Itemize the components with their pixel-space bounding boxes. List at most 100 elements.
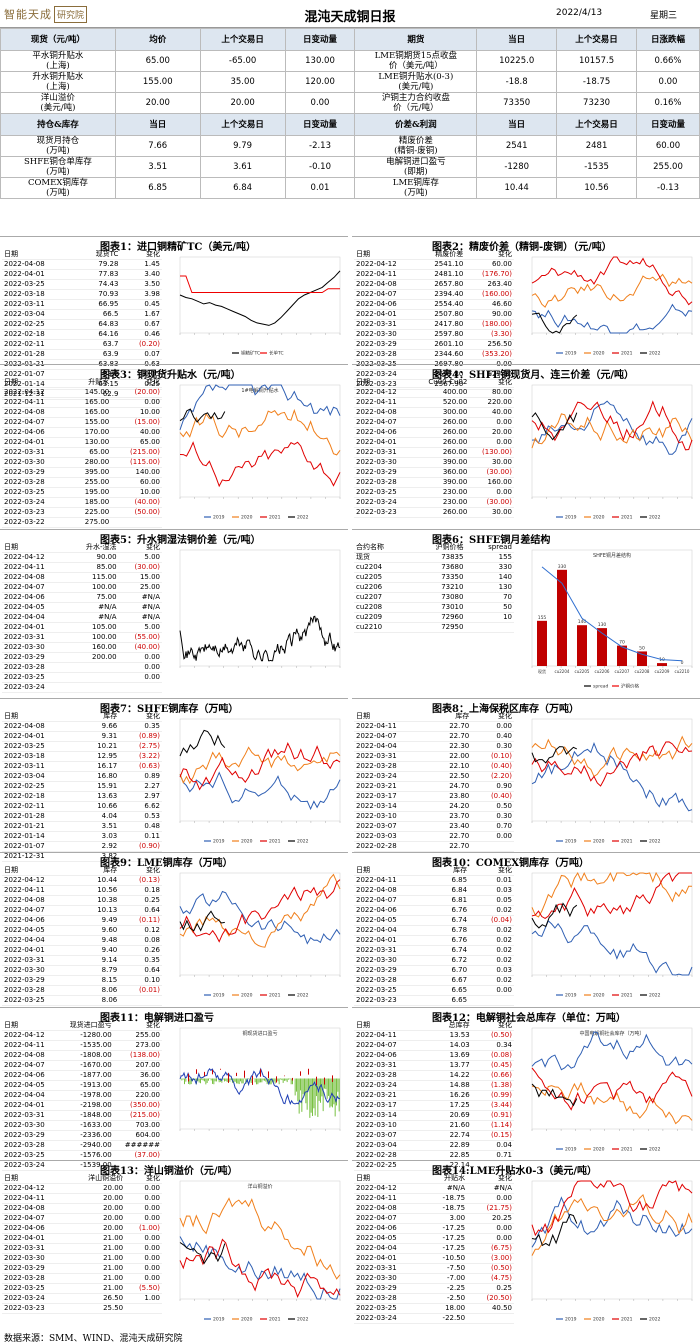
bar-mark bbox=[300, 1071, 301, 1076]
table-cell: 2022-03-24 bbox=[2, 682, 68, 693]
bar-mark bbox=[270, 1078, 272, 1085]
table-row: 2022-03-24 -22.50 bbox=[354, 1313, 514, 1324]
summary-header-cell: 当日 bbox=[114, 113, 201, 136]
table-row: 2022-01-28 63.9 0.07 bbox=[2, 349, 162, 360]
summary-cell: 10225.0 bbox=[476, 50, 558, 72]
table-cell: 2022-03-07 bbox=[354, 1130, 430, 1141]
table-cell: 260.00 bbox=[412, 417, 470, 428]
table-cell: 2022-03-11 bbox=[2, 761, 79, 772]
table-row: 2022-04-05 -17.25 0.00 bbox=[354, 1233, 514, 1244]
table-cell: 0.34 bbox=[471, 1040, 514, 1051]
table-row: 2022-03-23 25.50 bbox=[2, 1303, 162, 1314]
summary-row: 现货月持仓 (万吨) 7.66 9.79 -2.13 精废价差 (精铜-废铜) 2541 248… bbox=[0, 135, 700, 157]
series-line-2019 bbox=[531, 741, 693, 812]
bar-mark bbox=[333, 1078, 335, 1105]
chart-legend: 2019 2020 2021 2022 bbox=[204, 993, 309, 999]
summary-cell: -0.10 bbox=[284, 156, 356, 178]
summary-header-row: 现货（元/吨） 均价 上个交易日 日变动量 期货 当日 上个交易日 日涨跌幅 bbox=[0, 28, 700, 51]
bar-mark bbox=[325, 1078, 327, 1090]
table-cell: -1978.00 bbox=[57, 1090, 114, 1101]
table-row: cu2207 73080 70 bbox=[354, 592, 514, 603]
table-cell: 2022-04-04 bbox=[2, 935, 79, 946]
table-cell: 0.46 bbox=[120, 329, 162, 340]
table-cell: 13.63 bbox=[78, 791, 120, 802]
bar-mark bbox=[336, 1078, 337, 1106]
table-cell: 6.84 bbox=[434, 885, 470, 896]
legend-label: 2020 bbox=[593, 515, 605, 521]
table-cell: 2022-04-11 bbox=[2, 562, 68, 573]
table-cell: 2022-03-24 bbox=[2, 497, 69, 508]
table-cell: 66.95 bbox=[76, 299, 121, 310]
table-cell: -1877.00 bbox=[57, 1070, 114, 1081]
table-row: 2022-04-11 2481.10 (176.70) bbox=[354, 269, 514, 280]
table-row: 2022-03-25 -1576.00 (37.00) bbox=[2, 1150, 162, 1161]
chart-section-c8: 图表8：上海保税区库存（万吨） 日期 库存 变化 2022-04-11 22.70 0.00… bbox=[352, 698, 700, 852]
summary-cell: LME铜期货15点收盘 价（美元/吨） bbox=[354, 50, 478, 72]
legend-label: spread bbox=[593, 684, 608, 690]
table-cell: 2554.40 bbox=[418, 299, 466, 310]
table-cell: 130.00 bbox=[68, 437, 112, 448]
table-row: 2022-03-29 395.00 140.00 bbox=[2, 467, 162, 478]
table-cell: 洋山铜溢价 bbox=[67, 1174, 126, 1184]
table-cell: 变化 bbox=[471, 712, 514, 722]
table-cell: (0.63) bbox=[119, 761, 162, 772]
table-row: 2022-01-14 3.03 0.11 bbox=[2, 831, 162, 842]
table-cell: (30.00) bbox=[118, 562, 162, 573]
table-row: 2022-04-11 13.53 (0.50) bbox=[354, 1030, 514, 1041]
summary-row: COMEX铜库存 (万吨) 6.85 6.84 0.01 LME铜库存 (万吨) 10.44 1… bbox=[0, 177, 700, 199]
table-cell: 2022-04-01 bbox=[2, 945, 79, 956]
table-row: 2022-03-29 8.15 0.10 bbox=[2, 975, 162, 986]
summary-cell: -18.8 bbox=[476, 71, 558, 93]
table-cell: 变化 bbox=[111, 378, 162, 388]
table-row: 2022-04-06 20.00 (1.00) bbox=[2, 1223, 162, 1234]
table-cell: (176.70) bbox=[465, 269, 514, 280]
table-row: 2022-04-05 #N/A #N/A bbox=[2, 602, 162, 613]
table-cell: 10.00 bbox=[111, 487, 162, 498]
summary-cell: 20.00 bbox=[114, 92, 201, 114]
table-cell: 2022-03-31 bbox=[354, 751, 431, 762]
table-cell: 变化 bbox=[471, 1021, 514, 1031]
summary-cell: COMEX铜库存 (万吨) bbox=[0, 177, 116, 199]
series-line-2019 bbox=[531, 303, 693, 334]
bar-mark bbox=[181, 1078, 183, 1081]
chart-section-c2: 图表2：精废价差（精铜-废铜）（元/吨） 日期 精废价差 变化 2022-04-12 25… bbox=[352, 236, 700, 390]
bar-cu2209 bbox=[657, 663, 667, 666]
table-row: 2022-03-30 160.00 (40.00) bbox=[2, 642, 162, 653]
bar-cu2207 bbox=[617, 645, 627, 666]
table-cell: 40.00 bbox=[469, 407, 514, 418]
legend-label: 2019 bbox=[565, 1147, 577, 1153]
table-cell: 280.00 bbox=[68, 457, 112, 468]
table-row: 2022-04-01 21.00 0.00 bbox=[2, 1233, 162, 1244]
table-cell: 155 bbox=[465, 552, 514, 563]
table-row: 2022-03-21 16.26 (0.99) bbox=[354, 1090, 514, 1101]
table-cell: 0.90 bbox=[471, 781, 514, 792]
table-cell bbox=[119, 851, 162, 862]
table-cell: 2022-03-04 bbox=[2, 309, 77, 320]
table-cell: 8.79 bbox=[78, 965, 120, 976]
summary-header-cell: 现货（元/吨） bbox=[0, 28, 116, 51]
table-cell: 2022-04-07 bbox=[2, 905, 79, 916]
bar-mark bbox=[274, 1078, 276, 1084]
table-row: 2022-04-11 22.70 0.00 bbox=[354, 721, 514, 732]
summary-cell: 电解铜进口盈亏 (即期) bbox=[354, 156, 478, 178]
table-cell: (0.66) bbox=[471, 1070, 514, 1081]
table-header: 日期 Cu00-Cu02 变化 bbox=[354, 378, 514, 388]
table-cell: 14.22 bbox=[429, 1070, 472, 1081]
table-cell: 256.50 bbox=[465, 339, 514, 350]
summary-cell: 20.00 bbox=[199, 92, 286, 114]
table-cell: 225.00 bbox=[68, 507, 112, 518]
table-cell: 2022-04-01 bbox=[354, 935, 435, 946]
table-cell: 21.60 bbox=[429, 1120, 472, 1131]
table-cell: 2022-04-01 bbox=[354, 437, 413, 448]
table-cell: 115.00 bbox=[67, 572, 119, 583]
table-cell: 2394.40 bbox=[418, 289, 466, 300]
data-table: 日期 库存 变化 2022-04-11 6.85 0.01 2022-04-08 6.84 0.… bbox=[354, 866, 514, 1006]
table-cell: 2022-03-29 bbox=[354, 965, 435, 976]
bar-mark bbox=[294, 1078, 296, 1096]
table-cell: 0.30 bbox=[471, 741, 514, 752]
bar-mark bbox=[337, 1078, 339, 1092]
bar-mark bbox=[202, 1078, 204, 1081]
table-cell: 703.00 bbox=[113, 1120, 162, 1131]
table-cell: 2022-03-31 bbox=[2, 1110, 58, 1121]
table-cell: 80.00 bbox=[469, 387, 514, 398]
